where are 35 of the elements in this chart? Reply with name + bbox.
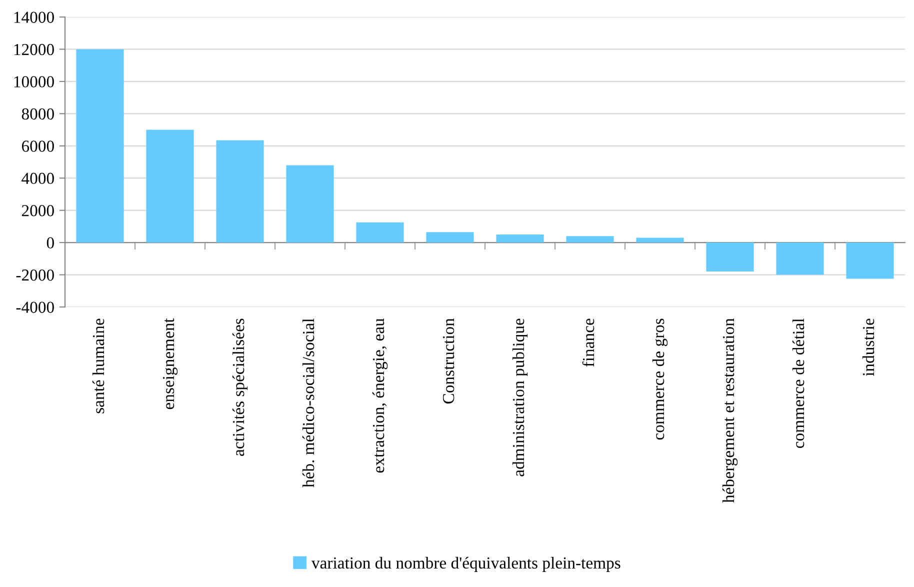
- y-tick-label: 2000: [22, 205, 54, 216]
- bar: [566, 236, 614, 243]
- x-tick-label: hébergement et restauration: [722, 318, 738, 503]
- x-tick-label: héb. médico-social/social: [302, 318, 314, 488]
- x-tick-label: Construction: [442, 318, 454, 404]
- bar: [146, 130, 194, 243]
- y-tick-label: 6000: [22, 140, 54, 152]
- x-tick-label: finance: [582, 318, 594, 367]
- y-tick-label: -2000: [16, 269, 54, 281]
- bar: [776, 242, 824, 275]
- x-tick-label: administration publique: [512, 318, 528, 476]
- bar: [356, 222, 404, 243]
- bar: [706, 242, 754, 272]
- bar: [496, 234, 544, 243]
- legend-label: variation du nombre d'équivalents plein-temps: [311, 556, 620, 572]
- x-tick-label: industrie: [862, 318, 874, 376]
- y-tick-label: 0: [46, 237, 54, 248]
- bar: [636, 238, 684, 243]
- bar: [216, 140, 264, 243]
- bar: [76, 49, 124, 243]
- y-tick-label: 10000: [14, 76, 54, 88]
- bar: [426, 232, 474, 243]
- bar: [846, 242, 894, 279]
- y-tick-label: 4000: [22, 172, 54, 184]
- bar: [286, 165, 334, 243]
- y-tick-label: -4000: [16, 302, 54, 313]
- x-tick-label: santé humaine: [92, 318, 104, 414]
- y-tick-label: 14000: [14, 12, 54, 23]
- x-tick-label: commerce de détial: [792, 318, 804, 448]
- x-tick-label: extraction, énergie, eau: [372, 318, 388, 473]
- x-tick-label: commerce de gros: [652, 318, 668, 440]
- y-tick-label: 8000: [22, 108, 54, 120]
- y-tick-label: 12000: [14, 44, 54, 56]
- x-tick-label: activités spécialisées: [232, 318, 248, 456]
- x-tick-label: enseignement: [162, 318, 178, 410]
